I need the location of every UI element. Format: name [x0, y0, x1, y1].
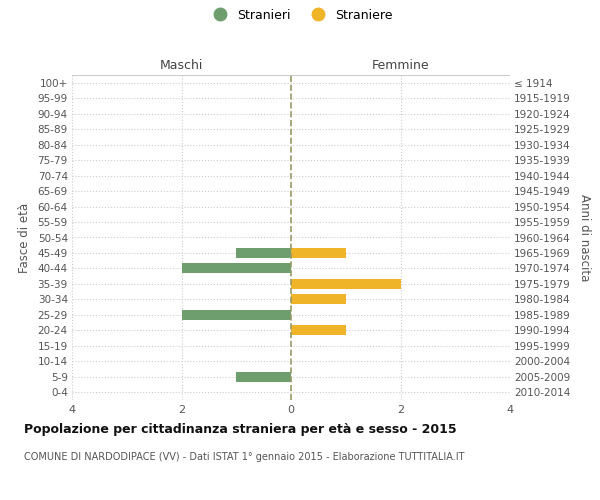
Bar [291, 279, 401, 289]
Y-axis label: Fasce di età: Fasce di età [17, 202, 31, 272]
Bar [291, 294, 346, 304]
Text: Popolazione per cittadinanza straniera per età e sesso - 2015: Popolazione per cittadinanza straniera p… [24, 422, 457, 436]
Bar [291, 326, 346, 336]
Bar [182, 310, 291, 320]
Y-axis label: Anni di nascita: Anni di nascita [578, 194, 591, 281]
Text: Femmine: Femmine [371, 60, 430, 72]
Bar [236, 248, 291, 258]
Text: COMUNE DI NARDODIPACE (VV) - Dati ISTAT 1° gennaio 2015 - Elaborazione TUTTITALI: COMUNE DI NARDODIPACE (VV) - Dati ISTAT … [24, 452, 464, 462]
Bar [182, 264, 291, 274]
Text: Maschi: Maschi [160, 60, 203, 72]
Bar [236, 372, 291, 382]
Legend: Stranieri, Straniere: Stranieri, Straniere [205, 6, 395, 24]
Bar [291, 248, 346, 258]
